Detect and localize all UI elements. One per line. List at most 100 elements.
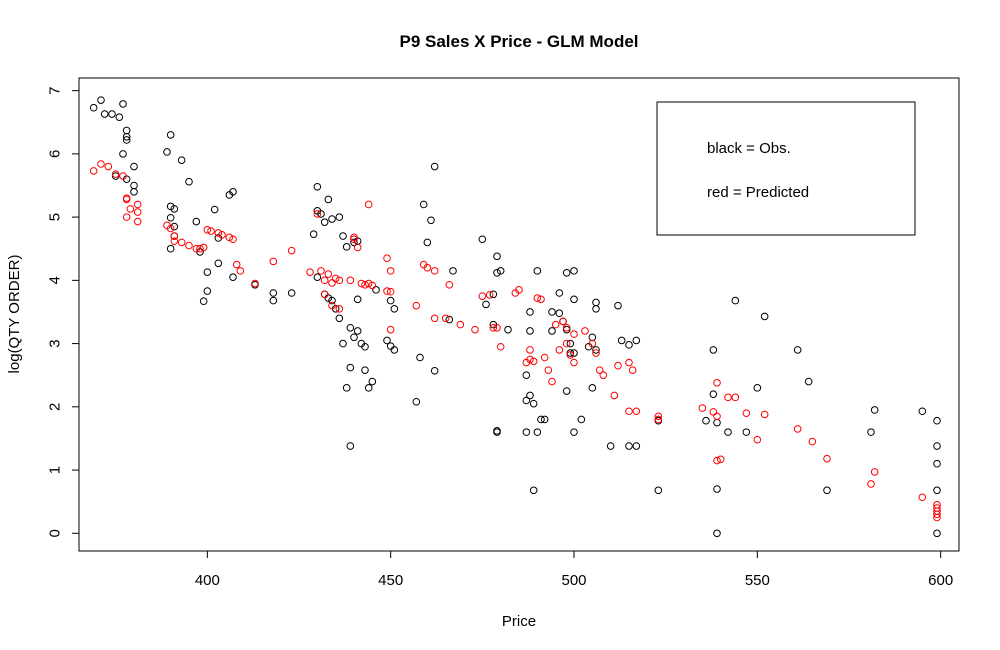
predicted-point xyxy=(423,263,432,272)
predicted-point xyxy=(207,227,215,235)
observed-point xyxy=(364,384,373,392)
observed-point xyxy=(577,415,586,424)
observed-point xyxy=(537,415,545,424)
predicted-point xyxy=(361,280,369,289)
predicted-point xyxy=(185,241,193,250)
observed-point xyxy=(122,136,131,144)
observed-point xyxy=(489,290,498,299)
observed-point xyxy=(654,486,663,495)
observed-point xyxy=(493,252,501,261)
observed-point xyxy=(119,150,127,158)
observed-point xyxy=(342,384,351,392)
predicted-point xyxy=(588,339,597,348)
predicted-point xyxy=(808,437,817,446)
observed-point xyxy=(823,486,831,495)
predicted-point xyxy=(716,455,725,464)
predicted-point xyxy=(933,504,941,512)
predicted-point xyxy=(269,257,278,266)
observed-point xyxy=(313,273,322,281)
observed-point xyxy=(482,300,490,309)
observed-point xyxy=(108,110,116,118)
observed-point xyxy=(430,162,439,171)
predicted-point xyxy=(544,366,553,374)
observed-point xyxy=(526,391,534,400)
observed-point xyxy=(115,113,124,122)
observed-point xyxy=(526,327,534,335)
predicted-point xyxy=(551,320,560,329)
predicted-point xyxy=(515,286,523,294)
observed-point xyxy=(177,156,186,165)
observed-point xyxy=(566,349,575,357)
observed-point xyxy=(570,349,578,357)
predicted-point xyxy=(592,349,600,357)
predicted-point xyxy=(119,172,127,180)
predicted-point xyxy=(562,323,571,332)
observed-point xyxy=(346,363,355,372)
observed-point xyxy=(287,289,296,297)
predicted-point xyxy=(548,377,556,386)
observed-point xyxy=(361,366,369,374)
observed-point xyxy=(89,103,98,112)
predicted-point xyxy=(353,243,362,252)
y-tick-label: 1 xyxy=(47,466,64,474)
predicted-point xyxy=(742,409,751,417)
observed-point xyxy=(702,416,710,425)
predicted-point xyxy=(170,232,179,240)
observed-point xyxy=(111,172,120,180)
predicted-point xyxy=(104,162,113,171)
observed-point xyxy=(533,267,542,275)
predicted-point xyxy=(229,235,237,244)
predicted-point xyxy=(526,355,534,364)
predicted-point xyxy=(331,274,340,283)
predicted-point xyxy=(170,237,179,245)
observed-point xyxy=(346,442,355,450)
predicted-point xyxy=(559,317,567,326)
predicted-point xyxy=(628,366,637,374)
predicted-point xyxy=(383,287,391,295)
predicted-point xyxy=(236,267,245,275)
y-tick-label: 5 xyxy=(47,213,64,221)
observed-point xyxy=(555,289,564,297)
observed-point xyxy=(122,126,131,135)
observed-point xyxy=(430,366,439,375)
x-tick-label: 500 xyxy=(561,572,586,589)
observed-point xyxy=(335,314,344,323)
predicted-point xyxy=(632,407,641,416)
observed-point xyxy=(562,387,571,395)
predicted-point xyxy=(386,325,395,334)
observed-point xyxy=(933,459,941,468)
observed-point xyxy=(614,301,622,310)
observed-point xyxy=(588,333,597,342)
predicted-point xyxy=(313,210,322,218)
observed-point xyxy=(625,442,633,450)
observed-point xyxy=(709,390,718,398)
predicted-point xyxy=(328,279,336,287)
predicted-point xyxy=(760,410,769,419)
predicted-point xyxy=(306,268,314,276)
observed-point xyxy=(713,418,721,427)
observed-point xyxy=(346,323,355,332)
observed-point xyxy=(372,286,380,294)
observed-point xyxy=(592,298,600,307)
predicted-point xyxy=(346,276,355,285)
observed-point xyxy=(423,238,432,247)
observed-point xyxy=(804,377,813,386)
predicted-point xyxy=(320,276,329,285)
predicted-point xyxy=(203,225,212,234)
observed-point xyxy=(449,267,457,275)
predicted-point xyxy=(218,231,226,239)
observed-point xyxy=(313,206,322,215)
observed-point xyxy=(390,305,399,313)
observed-point xyxy=(320,218,329,226)
observed-point xyxy=(592,305,600,313)
predicted-point xyxy=(724,393,732,402)
observed-point xyxy=(269,296,278,305)
observed-point xyxy=(570,267,578,275)
predicted-point xyxy=(177,238,186,247)
observed-point xyxy=(383,336,391,345)
predicted-point xyxy=(867,480,875,488)
predicted-point xyxy=(713,378,721,387)
predicted-point xyxy=(430,267,439,275)
observed-point xyxy=(339,232,347,240)
